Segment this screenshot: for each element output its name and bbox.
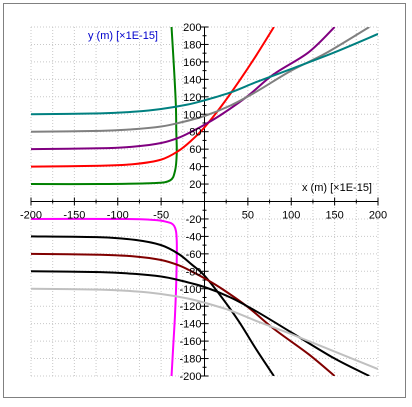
y-tick-label: -100: [179, 284, 201, 296]
y-tick-label: 40: [189, 162, 201, 174]
series-line-8: [31, 252, 336, 376]
series-line-1: [31, 27, 178, 186]
x-tick-label: 100: [282, 210, 300, 222]
series-line-2: [31, 27, 275, 168]
x-tick-label: -100: [107, 210, 129, 222]
y-tick-label: -160: [179, 336, 201, 348]
y-tick-label: 180: [183, 39, 201, 51]
y-tick-label: 80: [189, 127, 201, 139]
series-line-3: [31, 27, 336, 151]
x-tick-label: -200: [20, 210, 42, 222]
y-tick-label: 200: [183, 22, 201, 34]
tick-labels: -200 -150 -100 -50 50 100 150 200 200 180 160 140 12…: [20, 22, 387, 383]
y-tick-label: 100: [183, 109, 201, 121]
y-tick-label: -60: [186, 249, 202, 261]
y-tick-label: 140: [183, 74, 201, 86]
x-tick-label: 50: [242, 210, 254, 222]
y-tick-label: 160: [183, 57, 201, 69]
y-tick-label: 20: [189, 179, 201, 191]
x-tick-label: 150: [325, 210, 343, 222]
x-axis-label: x (m) [×1E-15]: [302, 182, 372, 194]
y-axis-label: y (m) [×1E-15]: [88, 30, 158, 42]
x-tick-label: -150: [63, 210, 85, 222]
series-group: [31, 27, 378, 376]
series-line-7: [31, 235, 275, 376]
series-line-10: [31, 287, 378, 370]
y-tick-label: -40: [186, 231, 202, 243]
series-line-6: [31, 217, 178, 376]
y-tick-label: -120: [179, 301, 201, 313]
y-tick-label: 120: [183, 92, 201, 104]
y-tick-label: 60: [189, 144, 201, 156]
x-tick-label: 200: [369, 210, 387, 222]
series-line-5: [31, 33, 378, 116]
y-tick-label: -180: [179, 354, 201, 366]
x-tick-label: -50: [153, 210, 169, 222]
y-tick-label: -140: [179, 319, 201, 331]
y-tick-label: -200: [179, 371, 201, 383]
y-tick-label: -20: [186, 214, 202, 226]
y-tick-label: -80: [186, 266, 202, 278]
